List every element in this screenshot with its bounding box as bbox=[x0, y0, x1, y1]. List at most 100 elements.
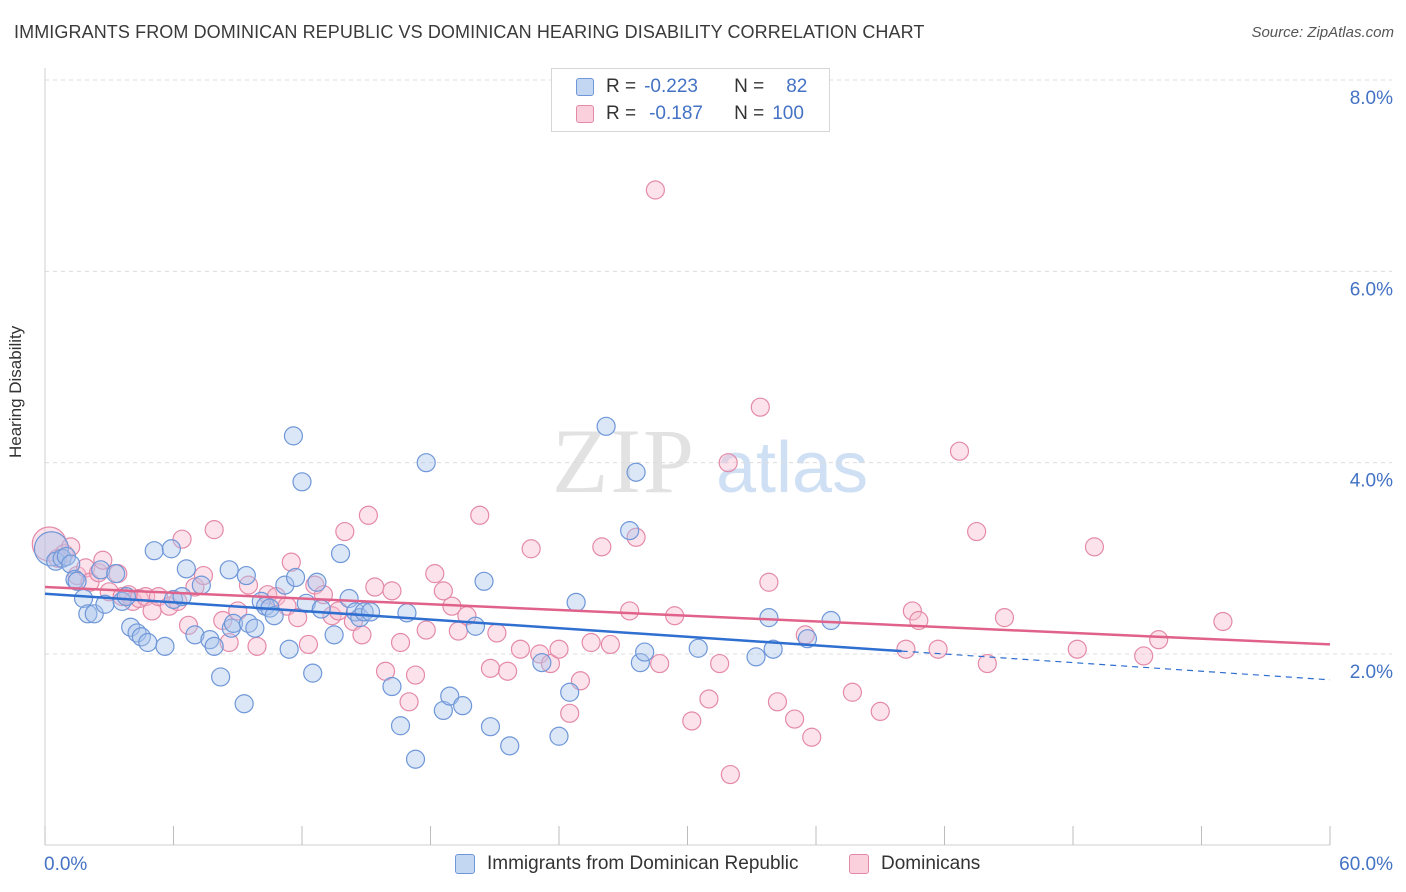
point-1-47 bbox=[390, 632, 411, 653]
point-0-34 bbox=[236, 565, 256, 586]
point-0-72 bbox=[566, 592, 586, 612]
point-0-0 bbox=[33, 531, 70, 567]
point-1-52 bbox=[433, 581, 453, 601]
point-0-78 bbox=[688, 638, 708, 658]
point-0-29 bbox=[211, 667, 231, 687]
watermark-atlas: atlas bbox=[716, 428, 868, 508]
point-0-42 bbox=[279, 639, 299, 659]
point-0-58 bbox=[390, 716, 411, 736]
point-0-4 bbox=[61, 554, 81, 574]
point-1-87 bbox=[870, 701, 890, 722]
point-0-75 bbox=[626, 462, 646, 482]
point-1-44 bbox=[365, 577, 385, 597]
point-0-50 bbox=[324, 625, 344, 645]
point-1-82 bbox=[767, 692, 788, 712]
point-1-94 bbox=[977, 653, 997, 674]
point-0-61 bbox=[416, 453, 436, 473]
point-1-64 bbox=[549, 639, 569, 659]
y-axis-label: Hearing Disability bbox=[6, 325, 25, 458]
point-1-81 bbox=[759, 572, 779, 592]
legend-r-value: -0.187 bbox=[649, 103, 703, 124]
point-0-81 bbox=[763, 639, 783, 659]
point-1-21 bbox=[178, 615, 199, 635]
point-0-66 bbox=[474, 571, 494, 591]
data-points bbox=[31, 180, 1233, 785]
point-1-61 bbox=[521, 539, 541, 559]
point-1-70 bbox=[620, 601, 640, 621]
trend-lines bbox=[44, 585, 1331, 681]
point-1-42 bbox=[352, 625, 372, 645]
point-0-24 bbox=[176, 559, 196, 579]
point-1-24 bbox=[204, 520, 224, 540]
point-0-28 bbox=[204, 636, 224, 656]
point-0-41 bbox=[275, 575, 295, 595]
y-tick-label-1: 4.0% bbox=[1350, 471, 1393, 492]
point-1-88 bbox=[896, 639, 916, 659]
point-0-44 bbox=[285, 567, 306, 588]
point-0-67 bbox=[480, 717, 501, 737]
point-0-73 bbox=[596, 416, 616, 436]
point-1-75 bbox=[682, 711, 702, 731]
point-0-49 bbox=[311, 599, 331, 619]
watermark-zip: ZIP bbox=[552, 410, 696, 512]
point-0-82 bbox=[797, 629, 818, 649]
point-0-43 bbox=[283, 426, 304, 446]
point-0-25 bbox=[185, 625, 205, 645]
point-1-83 bbox=[784, 709, 805, 729]
point-1-46 bbox=[382, 581, 402, 601]
point-0-69 bbox=[532, 653, 552, 673]
point-1-7 bbox=[88, 563, 109, 583]
point-0-8 bbox=[78, 604, 98, 624]
point-0-20 bbox=[155, 636, 175, 656]
point-1-78 bbox=[718, 453, 738, 473]
point-1-57 bbox=[480, 658, 501, 678]
x-tick-label-max: 60.0% bbox=[1339, 854, 1393, 875]
point-0-51 bbox=[330, 543, 351, 564]
point-0-6 bbox=[67, 571, 87, 591]
point-1-100 bbox=[1213, 611, 1233, 632]
point-0-76 bbox=[630, 653, 650, 673]
point-1-23 bbox=[193, 565, 214, 586]
point-1-58 bbox=[487, 623, 507, 643]
point-0-26 bbox=[191, 575, 211, 595]
point-0-30 bbox=[219, 560, 239, 580]
point-1-77 bbox=[710, 653, 730, 674]
point-0-56 bbox=[360, 602, 381, 622]
point-0-18 bbox=[138, 632, 158, 653]
legend-n-value: 100 bbox=[772, 103, 804, 124]
point-1-92 bbox=[949, 441, 970, 461]
point-1-99 bbox=[1149, 630, 1169, 650]
point-1-85 bbox=[802, 727, 822, 747]
point-1-26 bbox=[219, 632, 239, 653]
point-0-74 bbox=[620, 520, 640, 541]
point-1-76 bbox=[699, 689, 719, 709]
point-1-8 bbox=[93, 550, 113, 570]
point-0-60 bbox=[405, 749, 426, 769]
point-1-35 bbox=[298, 634, 319, 655]
bottom-legend-dominicans: Dominicans bbox=[849, 852, 980, 876]
legend-r-label: R = bbox=[606, 76, 637, 97]
point-1-68 bbox=[592, 537, 612, 557]
point-1-59 bbox=[498, 661, 518, 681]
point-0-57 bbox=[382, 676, 402, 697]
series-0 bbox=[33, 416, 841, 769]
point-1-93 bbox=[967, 521, 987, 542]
point-0-32 bbox=[223, 613, 244, 633]
y-tick-labels: 2.0% 4.0% 6.0% 8.0% bbox=[1350, 88, 1393, 683]
point-1-60 bbox=[510, 639, 531, 659]
point-0-79 bbox=[746, 647, 766, 667]
point-0-68 bbox=[500, 736, 520, 756]
point-1-72 bbox=[645, 180, 665, 200]
point-0-62 bbox=[433, 700, 453, 721]
point-1-91 bbox=[928, 639, 948, 659]
y-tick-label-0: 2.0% bbox=[1350, 662, 1393, 683]
point-0-10 bbox=[91, 560, 111, 580]
bottom-legend-label: Immigrants from Dominican Republic bbox=[487, 853, 799, 874]
point-1-86 bbox=[842, 682, 863, 702]
y-tick-label-2: 6.0% bbox=[1350, 279, 1393, 300]
point-0-80 bbox=[759, 608, 779, 628]
point-1-51 bbox=[425, 564, 445, 584]
point-1-56 bbox=[470, 505, 490, 525]
point-0-71 bbox=[560, 682, 580, 702]
point-1-50 bbox=[416, 620, 436, 640]
